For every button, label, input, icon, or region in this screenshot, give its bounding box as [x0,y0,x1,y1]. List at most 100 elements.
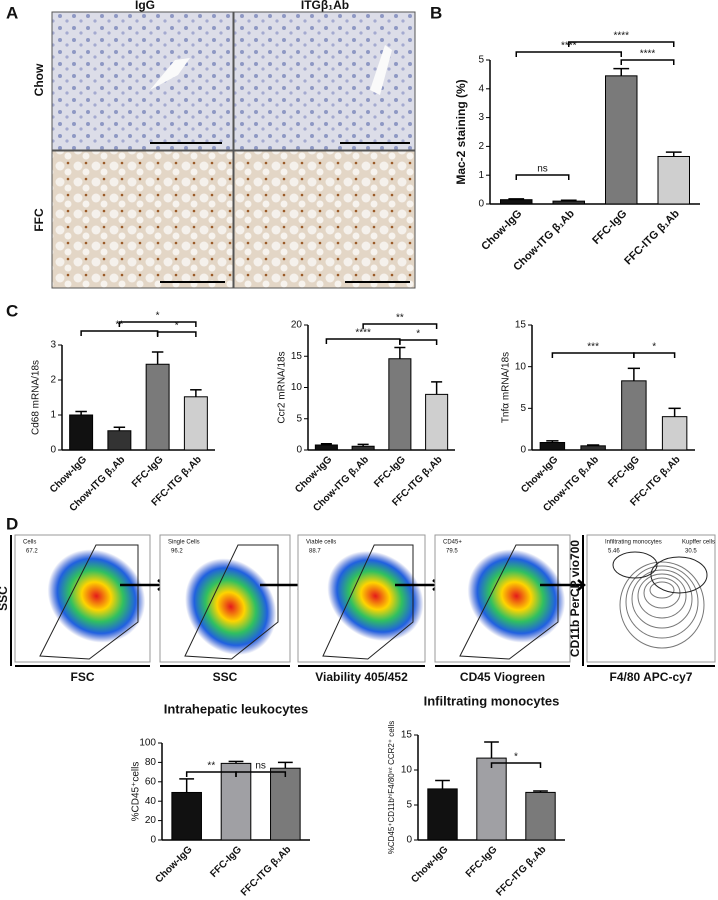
x-tick-label: FFC-IgG [208,844,244,880]
y-axis-label: Ccr2 mRNA/18s [277,351,288,423]
y-tick-label: 60 [145,776,157,787]
density [327,551,424,642]
significance-label: * [156,311,160,322]
contour [649,581,675,599]
gate [650,556,708,594]
x-tick-label: Chow-IgG [409,844,450,885]
y-tick-label: 4 [478,83,484,94]
bar [476,757,507,841]
y-tick-label: 2 [50,375,56,386]
significance-bracket [118,321,197,327]
y-tick-label: 10 [291,382,303,393]
y-tick-label: 0 [478,199,484,210]
bar [107,430,132,451]
contour [637,573,687,619]
significance-bracket [515,51,622,57]
y-axis-label: Cd68 mRNA/18s [31,360,42,435]
y-tick-label: 5 [478,55,484,66]
gate [39,544,139,660]
y-tick-label: 20 [145,815,157,826]
density [185,558,277,656]
gate-name: Single Cells [168,540,200,546]
significance-bracket [568,41,675,47]
gate-value: 79.5 [446,549,458,555]
contour [631,569,693,629]
x-tick-label: FFC-IgG [372,454,408,490]
y-axis-label: Tnfα mRNA/18s [501,352,512,423]
y-tick-label: 15 [515,320,527,331]
y-axis-label: %CD45⁺cells [131,762,142,822]
bar [145,363,170,451]
micrograph [51,11,234,151]
bar [171,791,202,841]
y-axis-label: SSC [0,586,10,611]
significance-label: ns [255,761,266,772]
gate-name: Viable cells [306,540,336,546]
significance-label: ** [207,761,215,772]
x-tick-label: FFC-IgG [464,844,500,880]
gate-value: 96.2 [171,549,183,555]
significance-bracket [325,338,401,344]
y-tick-label: 0 [406,835,412,846]
y-tick-label: 0 [520,445,526,456]
gate-value: 5.46 [608,549,620,555]
significance-bracket [80,330,159,336]
bar [621,380,647,451]
significance-label: * [514,752,518,763]
gate [459,544,559,660]
flow-panel: Cells 67.2 FSC SSC Single Cells 96.2 SSC Viable… [0,534,716,684]
vessel [370,45,392,95]
bar [425,393,449,451]
x-tick-label: FFC-IgG [590,208,629,247]
y-tick-label: 15 [291,351,303,362]
micrograph [51,150,234,289]
y-tick-label: 15 [401,730,413,741]
column-label: IgG [135,0,155,12]
x-tick-label: Chow-IgG [519,454,560,495]
y-tick-label: 40 [145,796,157,807]
panel-label: A [6,3,18,22]
panel-label: C [6,301,18,320]
gate [322,544,414,660]
bar [605,75,638,205]
significance-label: ns [537,164,548,175]
y-tick-label: 3 [478,112,484,123]
bar [270,767,301,841]
bar [500,199,533,205]
significance-label: **** [640,49,656,60]
x-axis-label: SSC [213,670,238,684]
contour [625,565,699,639]
y-tick-label: 2 [478,141,484,152]
bar [552,200,585,205]
gate-name: Cells [23,540,36,546]
bar [351,445,375,451]
x-tick-label: Chow-IgG [48,454,89,495]
significance-bracket [399,339,438,345]
significance-bracket [156,331,197,337]
y-tick-label: 0 [50,445,56,456]
row-label: FFC [32,208,46,232]
chart-title: Infiltrating monocytes [424,693,560,708]
gate [184,544,279,660]
significance-label: ** [396,313,404,324]
significance-label: * [416,329,420,340]
gate-value: 67.2 [26,549,38,555]
micrograph [233,11,416,151]
gate-name: Kupffer cells [682,540,715,546]
significance-bracket [362,323,438,329]
y-tick-label: 10 [401,765,413,776]
panel-label: B [430,3,442,22]
x-axis-label: FSC [71,670,95,684]
y-tick-label: 5 [520,403,526,414]
column-label: ITGβ₁Ab [301,0,349,12]
density [47,549,146,643]
y-tick-label: 1 [50,410,56,421]
contour [619,561,705,649]
x-tick-label: FFC-ITG β₁Ab [239,844,293,898]
bar [69,414,94,451]
bar [657,155,690,205]
histology: IgG ITGβ₁Ab Chow FFC [32,0,416,289]
bar [183,396,208,451]
significance-bracket [551,352,635,358]
